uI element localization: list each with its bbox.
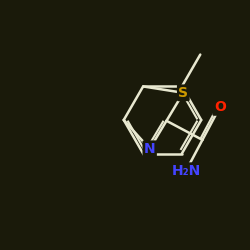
Text: H₂N: H₂N xyxy=(172,164,201,178)
Text: N: N xyxy=(144,142,156,156)
Text: O: O xyxy=(214,100,226,114)
Text: S: S xyxy=(178,86,188,100)
